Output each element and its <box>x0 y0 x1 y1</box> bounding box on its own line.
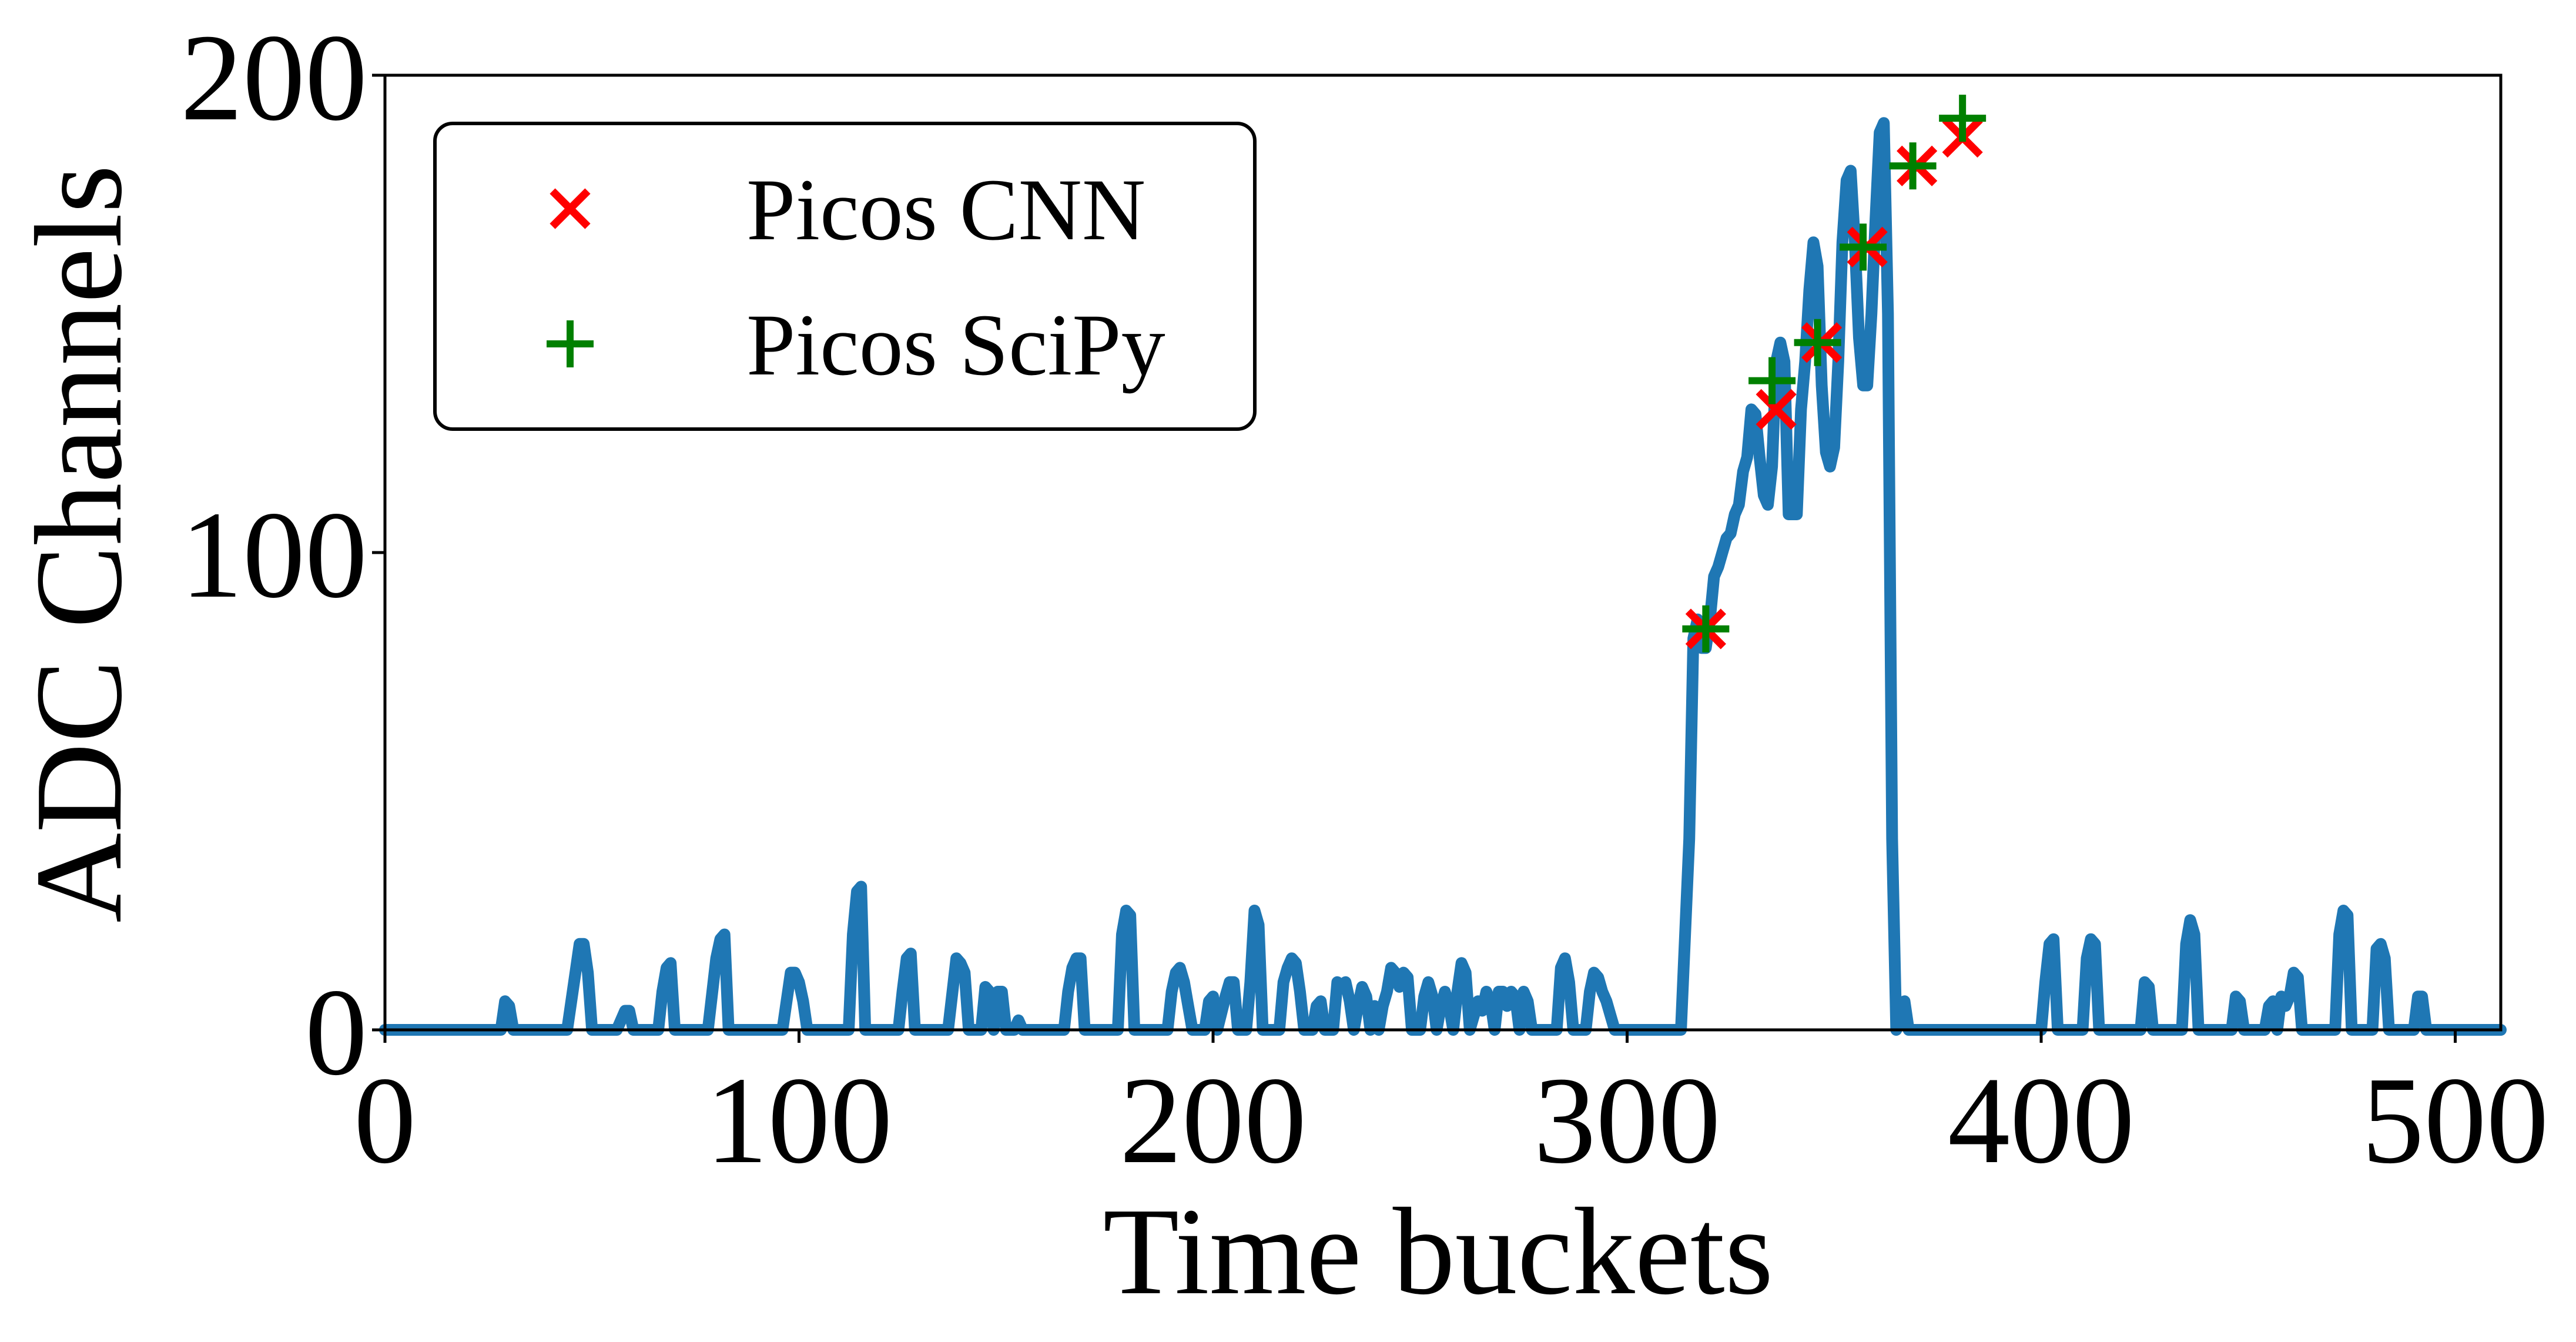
x-tick-label: 100 <box>706 1051 893 1189</box>
scipy-peak-marker <box>1889 142 1937 190</box>
legend-label: Picos SciPy <box>746 296 1165 394</box>
x-tick-label: 400 <box>1948 1051 2135 1189</box>
scipy-peak-marker <box>1748 357 1796 404</box>
scipy-peak-marker <box>1840 223 1887 271</box>
x-axis-title: Time buckets <box>1103 1182 1774 1320</box>
legend: Picos CNN Picos SciPy <box>433 122 1257 431</box>
y-axis-title: ADC Channels <box>9 165 148 923</box>
scipy-peak-marker <box>1939 95 1987 142</box>
x-tick-label: 500 <box>2362 1051 2549 1189</box>
axes-layer: 0 100 200 300 400 500 0 100 200 <box>180 8 2549 1189</box>
y-tick-label: 200 <box>180 8 367 146</box>
legend-marker <box>547 320 594 367</box>
scipy-peak-marker <box>1794 319 1841 366</box>
y-tick-label: 100 <box>180 486 367 624</box>
x-tick-label: 200 <box>1120 1051 1307 1189</box>
legend-marker <box>550 188 591 229</box>
legend-label: Picos CNN <box>746 161 1145 259</box>
scipy-peak-marker <box>1682 605 1730 652</box>
x-tick-label: 300 <box>1534 1051 1721 1189</box>
y-tick-label: 0 <box>305 963 367 1101</box>
legend-box <box>433 122 1257 431</box>
legend-entries: Picos CNN Picos SciPy <box>547 161 1165 394</box>
cnn-peak-marker <box>1756 389 1797 430</box>
x-tick-label: 0 <box>354 1051 416 1189</box>
